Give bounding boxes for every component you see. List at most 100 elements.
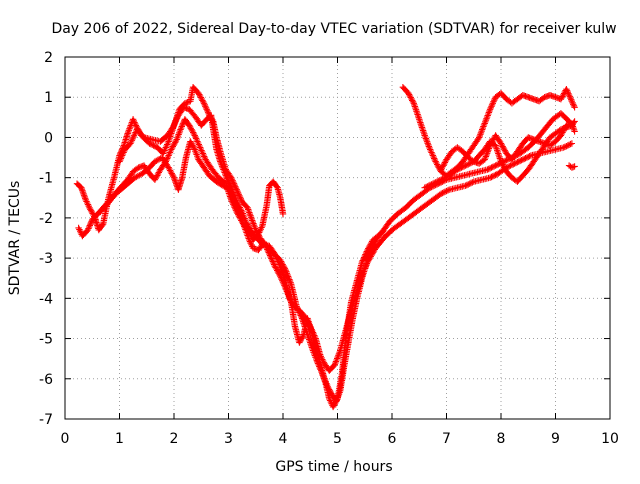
marker-run-track-6-14 bbox=[514, 141, 526, 155]
marker-run-track-1-12 bbox=[129, 116, 139, 128]
marker-run-track-7-0 bbox=[421, 181, 435, 191]
marker-run-track-7-5 bbox=[462, 159, 476, 169]
marker-run-track-7-19 bbox=[541, 135, 553, 149]
marker-run-track-7-9 bbox=[486, 138, 498, 148]
marker-run-track-2-23 bbox=[197, 144, 209, 162]
marker-run-track-3-16 bbox=[210, 126, 220, 151]
y-tick-label--4: -4 bbox=[39, 291, 53, 307]
marker-run-track-1-32 bbox=[233, 186, 245, 204]
marker-run-track-4-31 bbox=[271, 263, 283, 278]
marker-run-track-3-41 bbox=[337, 329, 349, 354]
marker-run-track-4-5 bbox=[131, 171, 145, 181]
marker-run-track-4-45 bbox=[333, 389, 343, 405]
marker-run-track-5-1 bbox=[405, 90, 417, 105]
marker-run-track-3-42 bbox=[342, 308, 354, 334]
marker-run-track-6-15 bbox=[519, 135, 531, 147]
y-tick-label--6: -6 bbox=[39, 372, 53, 388]
marker-run-track-1-72 bbox=[484, 163, 498, 173]
marker-run-track-3-8 bbox=[169, 113, 181, 131]
marker-run-track-5-20 bbox=[508, 97, 520, 107]
series-track-8 bbox=[565, 162, 578, 171]
marker-run-track-4-54 bbox=[375, 226, 387, 240]
marker-run-track-4-52 bbox=[364, 244, 376, 264]
marker-run-track-3-47 bbox=[372, 236, 386, 252]
chart-title: Day 206 of 2022, Sidereal Day-to-day VTE… bbox=[51, 21, 616, 37]
x-tick-label-9: 9 bbox=[551, 431, 560, 447]
marker-run-track-1-76 bbox=[516, 145, 531, 157]
x-tick-label-3: 3 bbox=[224, 431, 233, 447]
marker-run-track-3-18 bbox=[217, 158, 229, 178]
marker-run-track-4-17 bbox=[195, 156, 207, 170]
marker-run-track-6-1 bbox=[443, 149, 455, 163]
marker-run-track-1-33 bbox=[238, 198, 250, 210]
marker-run-track-4-7 bbox=[146, 159, 157, 171]
marker-run-track-4-19 bbox=[206, 172, 219, 184]
marker-run-track-3-50 bbox=[397, 215, 411, 228]
marker-run-track-1-24 bbox=[195, 90, 207, 105]
marker-run-track-3-19 bbox=[222, 172, 234, 190]
marker-run-track-5-31 bbox=[568, 98, 578, 111]
marker-run-track-7-10 bbox=[492, 142, 504, 164]
marker-run-track-3-54 bbox=[429, 191, 443, 203]
marker-run-track-1-61 bbox=[394, 205, 408, 218]
y-tick-label--7: -7 bbox=[39, 412, 53, 428]
x-tick-label-5: 5 bbox=[333, 431, 342, 447]
marker-run-track-5-6 bbox=[432, 158, 444, 174]
marker-run-track-1-0 bbox=[73, 180, 84, 190]
marker-run-track-7-17 bbox=[530, 151, 542, 165]
marker-run-track-2-35 bbox=[263, 184, 273, 209]
marker-run-track-7-14 bbox=[514, 173, 525, 185]
marker-run-track-1-63 bbox=[410, 191, 424, 203]
marker-run-track-1-5 bbox=[95, 221, 106, 234]
marker-run-track-4-51 bbox=[358, 258, 371, 282]
marker-run-track-3-24 bbox=[247, 226, 259, 240]
marker-run-track-4-6 bbox=[139, 165, 152, 177]
marker-run-track-3-52 bbox=[413, 203, 427, 216]
marker-run-track-4-21 bbox=[219, 182, 232, 193]
marker-run-track-1-2 bbox=[82, 196, 92, 210]
marker-run-track-2-22 bbox=[191, 132, 203, 150]
x-axis-title: GPS time / hours bbox=[275, 459, 392, 475]
marker-run-track-4-14 bbox=[182, 139, 194, 161]
marker-run-track-3-49 bbox=[388, 221, 402, 234]
series-track-7 bbox=[421, 118, 578, 191]
marker-run-track-4-33 bbox=[282, 285, 294, 304]
series-track-3 bbox=[116, 104, 575, 374]
marker-run-track-6-20 bbox=[546, 139, 558, 149]
marker-run-track-6-21 bbox=[552, 133, 564, 145]
data-markers bbox=[73, 84, 578, 411]
marker-run-track-3-40 bbox=[331, 349, 343, 368]
marker-run-track-3-53 bbox=[421, 197, 435, 209]
marker-run-track-7-1 bbox=[429, 177, 443, 187]
marker-run-track-4-47 bbox=[340, 341, 352, 370]
x-tick-label-4: 4 bbox=[279, 431, 288, 447]
marker-run-track-4-49 bbox=[349, 296, 360, 322]
y-tick-label--5: -5 bbox=[39, 332, 53, 348]
marker-run-track-1-81 bbox=[557, 110, 572, 124]
marker-run-track-4-42 bbox=[320, 373, 331, 389]
marker-run-track-1-23 bbox=[189, 84, 201, 96]
marker-run-track-3-64 bbox=[511, 157, 525, 167]
marker-run-track-5-18 bbox=[497, 90, 509, 102]
marker-run-track-5-12 bbox=[465, 143, 476, 157]
marker-run-track-3-39 bbox=[326, 362, 337, 374]
series-track-6 bbox=[437, 120, 578, 173]
marker-run-track-7-4 bbox=[454, 163, 468, 173]
marker-run-track-6-3 bbox=[454, 144, 465, 154]
marker-run-track-4-32 bbox=[277, 273, 289, 290]
marker-run-track-1-40 bbox=[282, 267, 294, 286]
marker-run-track-2-10 bbox=[129, 165, 141, 175]
marker-run-track-2-25 bbox=[209, 166, 221, 180]
marker-run-track-7-2 bbox=[437, 173, 452, 183]
marker-run-track-1-34 bbox=[244, 204, 259, 232]
marker-run-track-3-28 bbox=[271, 250, 283, 268]
marker-run-track-3-55 bbox=[437, 187, 452, 197]
marker-run-track-2-33 bbox=[255, 224, 265, 238]
marker-run-track-5-25 bbox=[535, 95, 547, 105]
marker-run-track-4-22 bbox=[226, 186, 238, 204]
marker-run-track-4-18 bbox=[200, 164, 212, 178]
marker-run-track-4-34 bbox=[288, 299, 298, 328]
y-tick-label-2: 2 bbox=[44, 50, 53, 66]
marker-run-track-6-11 bbox=[497, 140, 509, 156]
y-tick-label-1: 1 bbox=[44, 90, 53, 106]
